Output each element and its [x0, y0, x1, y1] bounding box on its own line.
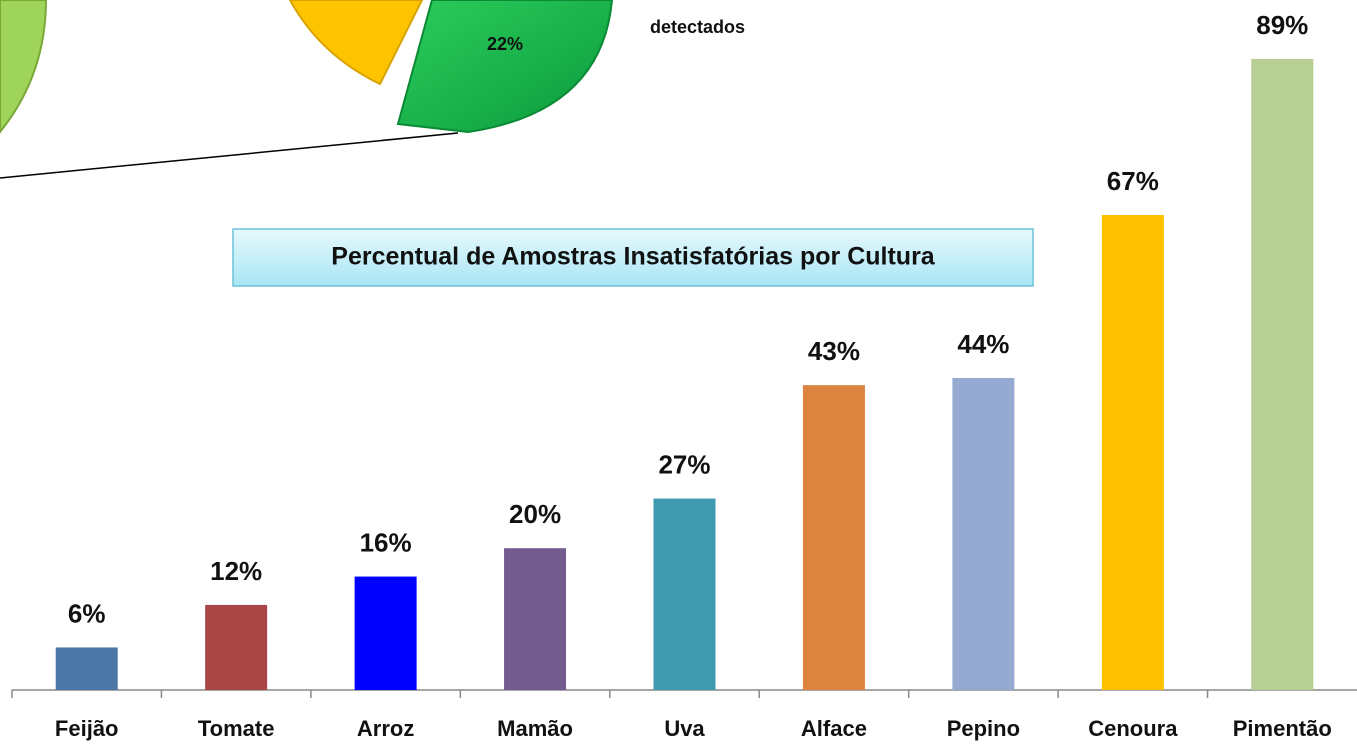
data-label: 89%	[1256, 10, 1308, 40]
bar	[653, 498, 716, 690]
data-label: 22%	[487, 34, 523, 54]
data-label: 16%	[360, 527, 412, 557]
bar	[952, 378, 1015, 690]
x-tick-label: Feijão	[55, 716, 119, 741]
x-tick-label: Alface	[801, 716, 867, 741]
data-label: 12%	[210, 556, 262, 586]
data-label: 20%	[509, 499, 561, 529]
data-label: 43%	[808, 336, 860, 366]
x-tick-label: Pepino	[947, 716, 1020, 741]
data-label: 27%	[658, 449, 710, 479]
x-tick-label: Arroz	[357, 716, 414, 741]
bar	[354, 576, 417, 690]
pie-slice	[396, 0, 614, 134]
chart-title: Percentual de Amostras Insatisfatórias p…	[331, 243, 936, 271]
x-tick-label: Tomate	[198, 716, 275, 741]
x-tick-label: Pimentão	[1233, 716, 1332, 741]
bar	[504, 548, 567, 690]
pie-slice	[288, 0, 424, 86]
data-label: 67%	[1107, 166, 1159, 196]
bar	[55, 647, 118, 690]
x-tick-label: Uva	[664, 716, 705, 741]
x-tick-label: Mamão	[497, 716, 573, 741]
bar	[205, 604, 268, 690]
data-label: 44%	[957, 329, 1009, 359]
pie-slice	[0, 0, 48, 134]
connector-line	[0, 132, 459, 179]
annotation: detectados	[650, 17, 745, 37]
bar	[1101, 214, 1164, 690]
title-box	[232, 228, 1034, 287]
x-tick-label: Cenoura	[1088, 716, 1178, 741]
data-label: 6%	[68, 598, 106, 628]
bar	[802, 385, 865, 690]
bar	[1251, 58, 1314, 691]
